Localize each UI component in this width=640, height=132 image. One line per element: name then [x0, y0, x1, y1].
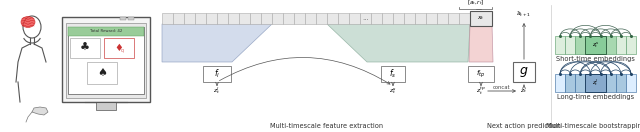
Bar — [349, 13, 360, 24]
Text: Q: Q — [120, 49, 124, 53]
Bar — [239, 13, 250, 24]
Bar — [261, 13, 272, 24]
Text: $f_l$: $f_l$ — [214, 68, 220, 80]
Bar — [626, 36, 636, 54]
Text: $z_t$: $z_t$ — [520, 87, 527, 95]
Ellipse shape — [23, 16, 41, 38]
Bar — [586, 74, 595, 92]
Bar — [203, 66, 231, 82]
Polygon shape — [162, 24, 272, 62]
Bar — [338, 13, 349, 24]
Bar — [228, 13, 239, 24]
Bar — [382, 13, 393, 24]
Bar — [305, 13, 316, 24]
Bar — [555, 36, 565, 54]
Text: ♣: ♣ — [80, 43, 90, 53]
Bar — [437, 13, 448, 24]
Text: Long-time embeddings: Long-time embeddings — [557, 94, 634, 100]
Bar — [184, 13, 195, 24]
Ellipse shape — [21, 16, 35, 27]
Bar — [605, 36, 616, 54]
Bar — [360, 13, 371, 24]
Bar — [470, 11, 492, 26]
Bar — [565, 74, 575, 92]
Bar — [195, 13, 206, 24]
Bar — [404, 13, 415, 24]
Bar — [513, 62, 535, 82]
Bar — [616, 74, 626, 92]
Bar — [62, 17, 150, 102]
Text: $z_t^{tp}$: $z_t^{tp}$ — [476, 85, 486, 96]
Bar — [371, 13, 382, 24]
Text: $z_t^l$: $z_t^l$ — [592, 78, 599, 88]
Bar — [586, 36, 595, 54]
Text: $f_{tp}$: $f_{tp}$ — [476, 68, 486, 80]
Text: ...: ... — [362, 15, 369, 22]
Bar — [128, 17, 134, 20]
Text: $g$: $g$ — [519, 65, 529, 79]
Bar — [415, 13, 426, 24]
Bar — [616, 36, 626, 54]
Bar — [104, 38, 134, 58]
Bar — [470, 13, 481, 24]
Polygon shape — [327, 24, 470, 62]
Bar — [283, 13, 294, 24]
Bar — [393, 13, 404, 24]
Text: ♠: ♠ — [97, 68, 107, 78]
Bar — [555, 74, 565, 92]
Bar — [426, 13, 437, 24]
Polygon shape — [32, 107, 48, 115]
Bar — [481, 13, 492, 24]
Text: Next action prediction: Next action prediction — [487, 123, 561, 129]
Text: concat: concat — [493, 85, 511, 90]
Bar — [381, 66, 405, 82]
Bar — [459, 13, 470, 24]
Text: $f_s$: $f_s$ — [389, 68, 397, 80]
Text: $z_t^l$: $z_t^l$ — [213, 86, 221, 96]
Text: Short-time embeddings: Short-time embeddings — [556, 56, 635, 62]
Text: Multi-timescale feature extraction: Multi-timescale feature extraction — [271, 123, 383, 129]
Bar — [605, 74, 616, 92]
Bar — [206, 13, 217, 24]
Bar — [468, 66, 494, 82]
Text: ♦: ♦ — [115, 43, 124, 53]
Bar — [586, 36, 605, 54]
Bar — [448, 13, 459, 24]
Bar — [595, 74, 605, 92]
Bar — [327, 13, 338, 24]
Bar — [120, 17, 126, 20]
Bar — [96, 102, 116, 110]
Bar — [595, 36, 605, 54]
Text: $[a_t,r_t]$: $[a_t,r_t]$ — [467, 0, 484, 7]
Polygon shape — [469, 24, 493, 62]
Bar — [565, 36, 575, 54]
Bar — [173, 13, 184, 24]
Bar — [626, 74, 636, 92]
Bar — [70, 38, 100, 58]
Text: Multi-timescale bootstrapping: Multi-timescale bootstrapping — [545, 123, 640, 129]
Bar — [162, 13, 173, 24]
Bar — [294, 13, 305, 24]
Text: $z_t^s$: $z_t^s$ — [592, 40, 599, 50]
Bar — [316, 13, 327, 24]
Bar — [68, 27, 144, 36]
Text: $x_t$: $x_t$ — [477, 15, 485, 22]
Bar — [66, 23, 146, 98]
Bar — [68, 27, 144, 94]
Bar — [586, 74, 605, 92]
Bar — [87, 62, 117, 84]
Text: $z_t^s$: $z_t^s$ — [389, 86, 397, 96]
Bar — [272, 13, 283, 24]
Bar — [575, 36, 586, 54]
Bar — [575, 74, 586, 92]
Bar — [250, 13, 261, 24]
Text: Total Reward: 42: Total Reward: 42 — [90, 29, 122, 34]
Bar — [217, 13, 228, 24]
Text: $\hat{a}_{t+1}$: $\hat{a}_{t+1}$ — [516, 9, 532, 19]
